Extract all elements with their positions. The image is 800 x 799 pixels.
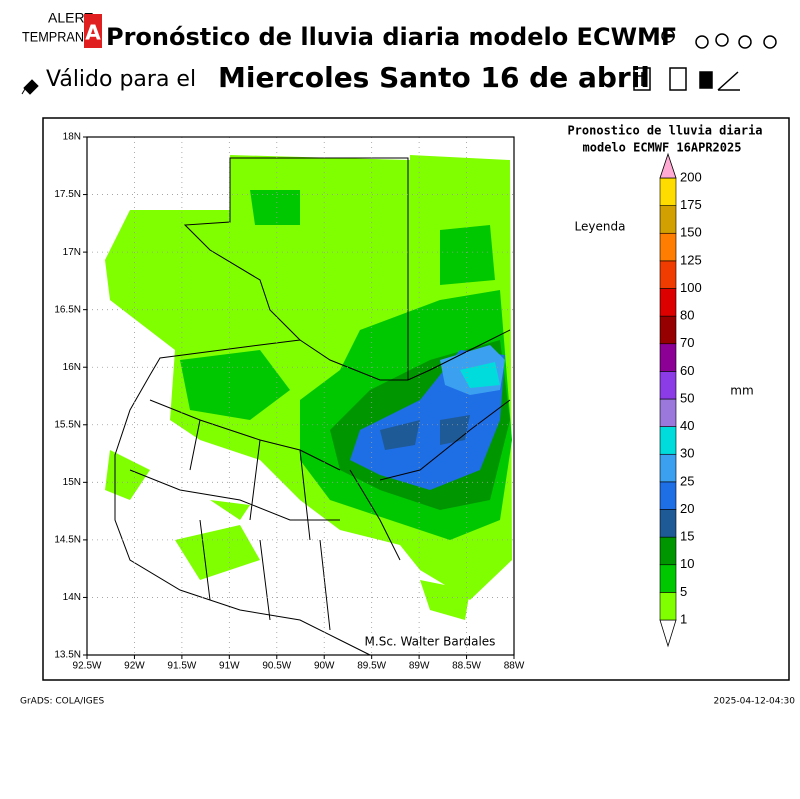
colorbar-high (659, 152, 677, 179)
rain-area-navy (380, 415, 470, 450)
y-tick-label: 16.5N (54, 304, 81, 315)
x-tick-label: 92W (124, 661, 145, 672)
logo-bottom: TEMPRAN (22, 29, 84, 45)
colorbar-label: 30 (680, 446, 694, 461)
credit: M.Sc. Walter Bardales (365, 635, 496, 649)
colorbar-label: 60 (680, 363, 694, 378)
colorbar-label: 200 (680, 169, 702, 184)
x-tick-label: 89.5W (357, 661, 386, 672)
colorbar-box (659, 205, 677, 234)
colorbar-box (659, 232, 677, 262)
colorbar-box (659, 343, 677, 372)
colorbar-box (659, 592, 677, 621)
colorbar-label: 150 (680, 225, 702, 240)
unit: mm (730, 384, 753, 398)
map-title: modelo ECMWF 16APR2025 (583, 141, 742, 155)
weather-icons (661, 29, 777, 49)
pin-icon (21, 79, 39, 95)
logo-badge: A (85, 21, 101, 45)
colorbar-box (659, 315, 677, 345)
colorbar-box (659, 453, 677, 483)
colorbar-box (659, 509, 677, 538)
x-tick-label: 89W (409, 661, 430, 672)
title: Pronóstico de lluvia diaria modelo ECWMF (106, 23, 677, 51)
colorbar-box (659, 398, 677, 427)
x-tick-label: 88W (504, 661, 525, 672)
colorbar-label: 10 (680, 556, 694, 571)
colorbar-box (659, 564, 677, 593)
y-tick-label: 17.5N (54, 189, 81, 200)
doc-icons (633, 67, 740, 91)
logo: ALERT TEMPRAN A (22, 10, 102, 48)
colorbar-label: 25 (680, 473, 694, 488)
logo-top: ALERT (48, 10, 93, 26)
colorbar-label: 50 (680, 390, 694, 405)
y-tick-label: 14N (63, 592, 81, 603)
colorbar-label: 125 (680, 252, 702, 267)
rain-area-cyan (460, 362, 500, 388)
y-tick-label: 15.5N (54, 419, 81, 430)
border (129, 399, 401, 631)
rain-area-light (105, 450, 470, 620)
map-title: Pronostico de lluvia diaria (567, 124, 762, 138)
colorbar-label: 1 (680, 611, 687, 626)
legend-title: Leyenda (575, 220, 626, 234)
colorbar-box (659, 260, 677, 289)
colorbar-box (659, 536, 677, 566)
colorbar-label: 5 (680, 584, 687, 599)
x-tick-label: 91W (219, 661, 240, 672)
y-tick-label: 15N (63, 477, 81, 488)
colorbar-label: 100 (680, 280, 702, 295)
x-tick-label: 88.5W (452, 661, 481, 672)
colorbar-box (659, 426, 677, 455)
colorbar-label: 15 (680, 529, 694, 544)
footer-left: GrADS: COLA/IGES (20, 697, 104, 707)
colorbar-label: 70 (680, 335, 694, 350)
subtitle-prefix: Válido para el (46, 67, 196, 92)
border (114, 157, 511, 656)
footer-right: 2025-04-12-04:30 (714, 697, 796, 707)
y-tick-label: 16N (63, 362, 81, 373)
y-tick-label: 17N (63, 247, 81, 258)
map-plot (86, 136, 515, 656)
colorbar-box (659, 177, 677, 206)
y-tick-label: 14.5N (54, 535, 81, 546)
logo-badge-bg (84, 14, 102, 48)
colorbar-label: 20 (680, 501, 694, 516)
x-tick-label: 90W (314, 661, 335, 672)
plot-border (86, 136, 515, 656)
colorbar-label: 80 (680, 308, 694, 323)
y-tick-label: 13.5N (54, 650, 81, 661)
x-tick-label: 92.5W (73, 661, 102, 672)
colorbar-box (659, 481, 677, 510)
x-tick-label: 90.5W (262, 661, 291, 672)
x-tick-label: 91.5W (167, 661, 196, 672)
colorbar-label: 175 (680, 197, 702, 212)
colorbar-box (659, 371, 677, 400)
y-tick-label: 18N (63, 132, 81, 143)
colorbar-label: 40 (680, 418, 694, 433)
colorbar-box (659, 288, 677, 317)
subtitle-date: Miercoles Santo 16 de abril (218, 61, 650, 94)
